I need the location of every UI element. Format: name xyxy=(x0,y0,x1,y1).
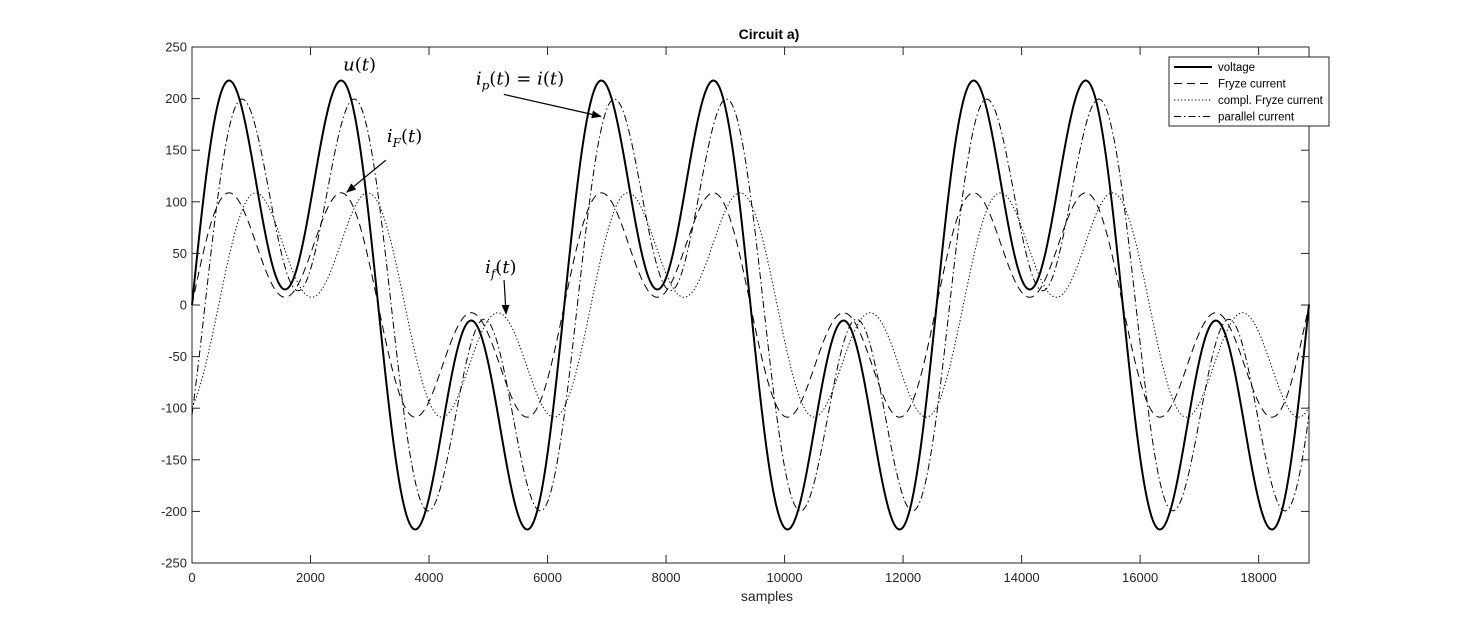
legend-label-0: voltage xyxy=(1218,62,1255,74)
legend-label-1: Fryze current xyxy=(1218,79,1287,91)
legend-label-2: compl. Fryze current xyxy=(1218,95,1324,107)
series-line-fryze-current xyxy=(191,192,1310,418)
legend-label-3: parallel current xyxy=(1218,112,1295,124)
annotation-arrow-1 xyxy=(346,159,387,193)
annotation-label-1: iF(t) xyxy=(387,126,422,150)
x-tick-label-3: 6000 xyxy=(533,570,562,585)
y-tick-label-8: 150 xyxy=(165,143,187,158)
y-tick-label-2: -150 xyxy=(161,452,187,467)
y-tick-label-6: 50 xyxy=(173,246,187,261)
annotation-label-0: u(t) xyxy=(343,55,376,76)
x-tick-label-0: 0 xyxy=(188,570,195,585)
y-tick-label-4: -50 xyxy=(168,349,187,364)
x-tick-label-2: 4000 xyxy=(415,570,444,585)
series-layer xyxy=(191,79,1310,531)
x-tick-label-6: 12000 xyxy=(885,570,921,585)
legend-box xyxy=(1168,56,1330,127)
series-line-parallel-current xyxy=(191,98,1310,512)
x-tick-label-1: 2000 xyxy=(296,570,325,585)
legend-items: voltage Fryze current compl. Fryze current… xyxy=(1174,62,1324,124)
y-tick-label-1: -200 xyxy=(161,504,187,519)
y-tick-label-9: 200 xyxy=(165,91,187,106)
annotation-label-3: ip(t) = i(t) xyxy=(476,68,564,92)
chart-title: Circuit a) xyxy=(739,26,800,42)
y-tick-label-7: 100 xyxy=(165,194,187,209)
y-axis: -250 -200 -150 -100 -50 0 50 100 150 200 250 xyxy=(161,40,1309,571)
annotation-label-2: if(t) xyxy=(485,257,517,281)
y-tick-label-10: 250 xyxy=(165,40,187,55)
x-tick-label-5: 10000 xyxy=(766,570,802,585)
x-tick-label-7: 14000 xyxy=(1004,570,1040,585)
x-axis: 0 2000 4000 6000 8000 10000 12000 14000 16000 180… xyxy=(188,47,1277,585)
y-tick-label-5: 0 xyxy=(180,298,187,313)
x-tick-label-9: 18000 xyxy=(1241,570,1277,585)
y-tick-label-0: -250 xyxy=(161,556,187,571)
plot-area xyxy=(191,46,1310,564)
x-tick-label-8: 16000 xyxy=(1122,570,1158,585)
annotation-layer: u(t) iF(t) if(t) ip(t) = i(t) xyxy=(343,55,602,315)
annotation-arrow-3 xyxy=(503,93,602,119)
x-axis-label: samples xyxy=(741,588,793,604)
annotation-arrow-2 xyxy=(501,279,510,315)
legend: voltage Fryze current compl. Fryze current… xyxy=(1168,56,1330,127)
x-tick-label-4: 8000 xyxy=(652,570,681,585)
y-tick-label-3: -100 xyxy=(161,401,187,416)
